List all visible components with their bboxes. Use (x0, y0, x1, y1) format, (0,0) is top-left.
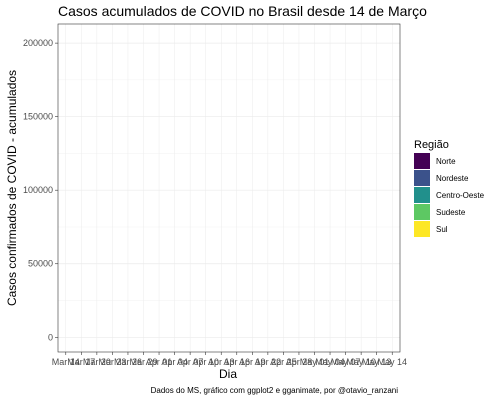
x-tick-label: Mar 26 (114, 357, 142, 367)
panel-border (57, 23, 401, 353)
panel-background (58, 24, 400, 352)
x-axis-title: Dia (219, 367, 237, 381)
legend-key (414, 187, 430, 203)
x-tick-label: May 01 (300, 357, 330, 367)
x-tick-label: Mar 23 (98, 357, 126, 367)
x-tick-label: May 10 (346, 357, 376, 367)
x-tick-label: Mar 20 (83, 357, 111, 367)
x-tick-label: May 14 (377, 357, 407, 367)
x-tick-label: Apr 28 (286, 357, 313, 367)
legend-key (414, 204, 430, 220)
x-tick-label: May 04 (315, 357, 345, 367)
legend-label: Centro-Oeste (436, 191, 485, 200)
x-tick-label: Apr 22 (255, 357, 282, 367)
x-tick-label: Apr 25 (270, 357, 297, 367)
x-tick-label: Apr 10 (192, 357, 219, 367)
x-tick-label: Mar 17 (67, 357, 95, 367)
x-tick-label: May 07 (331, 357, 361, 367)
y-axis-title: Casos confirmados de COVID - acumulados (5, 70, 19, 306)
legend-label: Sul (436, 225, 448, 234)
x-tick-label: Mar 29 (129, 357, 157, 367)
caption: Dados do MS, gráfico com ggplot2 e ggani… (151, 386, 399, 395)
legend-label: Nordeste (436, 174, 469, 183)
legend-title: Região (414, 139, 449, 151)
legend-label: Sudeste (436, 208, 466, 217)
y-tick-label: 200000 (23, 38, 53, 48)
y-tick-label: 150000 (23, 112, 53, 122)
x-tick-label: Apr 16 (224, 357, 251, 367)
y-axis: 0 50000 100000 150000 200000 (23, 38, 58, 342)
legend-key (414, 221, 430, 237)
legend: Região Norte Nordeste Centro-Oeste Sudeste S… (414, 139, 485, 237)
y-tick-label: 0 (48, 332, 53, 342)
x-tick-label: Apr 04 (161, 357, 188, 367)
legend-label: Norte (436, 157, 456, 166)
x-tick-label: May 13 (362, 357, 392, 367)
x-tick-label: Mar 14 (52, 357, 80, 367)
plot-panel (57, 23, 401, 353)
legend-key (414, 153, 430, 169)
x-tick-label: Apr 19 (239, 357, 266, 367)
y-tick-label: 100000 (23, 185, 53, 195)
x-tick-label: Apr 01 (146, 357, 173, 367)
chart-title: Casos acumulados de COVID no Brasil desd… (58, 3, 427, 19)
x-tick-label: Apr 07 (177, 357, 204, 367)
legend-key (414, 170, 430, 186)
x-tick-label: Apr 13 (208, 357, 235, 367)
y-tick-label: 50000 (28, 259, 53, 269)
